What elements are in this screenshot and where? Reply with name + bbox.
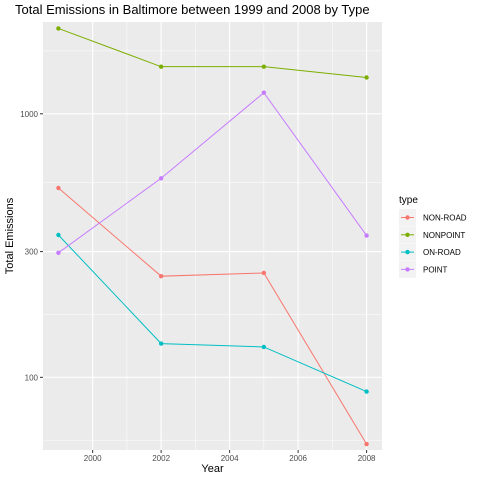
x-tick-label: 2006: [289, 454, 307, 463]
series-line-on-road: [58, 234, 367, 393]
series-line-non-road: [58, 187, 368, 445]
legend-label: ON-ROAD: [423, 248, 461, 257]
data-point-point: [261, 90, 267, 95]
y-tick-label: 100: [25, 373, 39, 382]
legend-key-point: [405, 215, 410, 220]
series-line-nonpoint: [58, 27, 367, 78]
data-point-point: [364, 233, 369, 238]
y-tick-label: 300: [25, 248, 39, 257]
data-point-nonpoint: [261, 64, 267, 69]
x-tick-label: 2008: [358, 454, 376, 463]
legend-item-nonpoint: NONPOINT: [399, 226, 465, 244]
x-tick-label: 2004: [221, 454, 239, 463]
legend-item-point: POINT: [399, 260, 448, 278]
data-point-nonpoint: [158, 64, 164, 69]
legend-label: POINT: [423, 265, 448, 274]
data-point-point: [158, 176, 164, 181]
y-tick-label: 1000: [20, 110, 38, 119]
legend-key-point: [405, 232, 410, 237]
data-point-nonpoint: [364, 75, 369, 80]
legend-label: NON-ROAD: [423, 214, 467, 223]
legend-key-point: [405, 249, 410, 255]
legend-title: type: [399, 195, 418, 206]
y-axis-title: Total Emissions: [4, 197, 16, 274]
chart-title: Total Emissions in Baltimore between 199…: [15, 2, 370, 17]
data-point-on-road: [261, 344, 267, 350]
x-tick-label: 2000: [84, 454, 102, 463]
legend-key-point: [405, 267, 410, 272]
data-point-non-road: [56, 185, 61, 191]
x-axis: 2000 2002 2004 2006 2008: [84, 450, 376, 463]
data-point-on-road: [158, 341, 164, 346]
plot-panel: [43, 22, 382, 450]
data-point-non-road: [261, 270, 267, 276]
data-point-point: [56, 250, 61, 256]
series-line-point: [58, 91, 367, 254]
data-point-on-road: [56, 232, 61, 238]
major-gridlines: [43, 22, 382, 450]
legend-items: NON-ROAD NONPOINT ON-ROAD POINT: [399, 209, 467, 278]
data-point-non-road: [158, 273, 164, 279]
data-point-non-road: [364, 441, 369, 447]
data-point-on-road: [364, 389, 369, 394]
data-point-nonpoint: [56, 26, 61, 31]
legend: type NON-ROAD NONPOINT ON-ROAD POINT: [399, 195, 467, 278]
x-axis-title: Year: [201, 463, 224, 475]
legend-label: NONPOINT: [423, 231, 465, 240]
series-points: [56, 26, 369, 447]
x-tick-label: 2002: [152, 454, 170, 463]
series-lines: [58, 27, 368, 445]
legend-item-non-road: NON-ROAD: [399, 209, 467, 226]
y-axis: 100 300 1000: [20, 110, 43, 382]
legend-item-on-road: ON-ROAD: [399, 243, 461, 261]
